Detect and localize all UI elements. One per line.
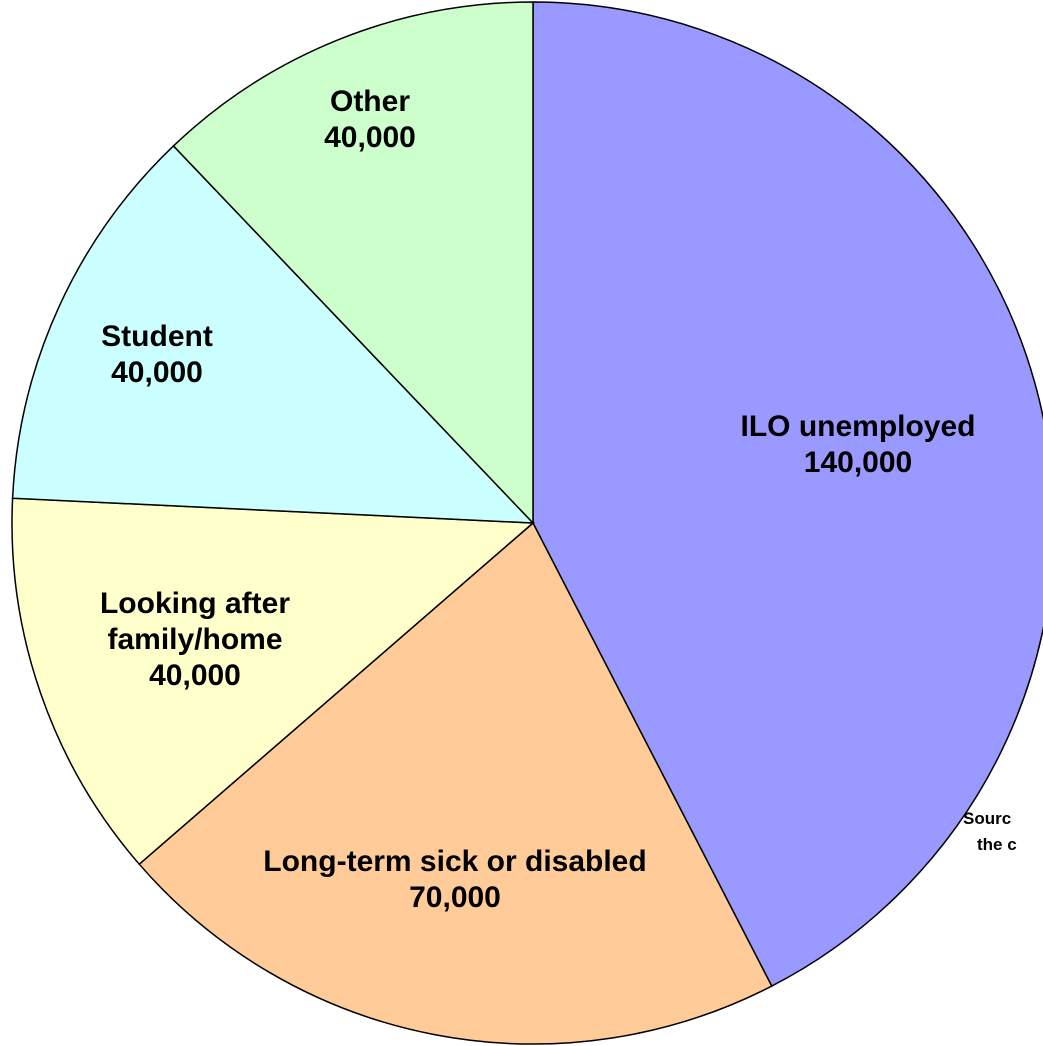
source-note-1: Sourc xyxy=(963,809,1012,828)
slice-label: ILO unemployed 140,000 xyxy=(668,409,1043,481)
category-label: ILO unemployed xyxy=(740,410,976,443)
slice-label: Other 40,000 xyxy=(245,84,495,156)
category-label: Long-term sick or disabled xyxy=(263,845,647,878)
slice-label: Looking after family/home 40,000 xyxy=(50,586,340,694)
value-label: 40,000 xyxy=(149,659,241,692)
pie-slice xyxy=(11,497,535,866)
pie-slice xyxy=(138,521,773,1045)
category-label: Other xyxy=(329,85,410,118)
source-note-2: the c xyxy=(977,835,1017,854)
pie-slice xyxy=(532,1,1043,988)
value-label: 40,000 xyxy=(111,356,203,389)
category-label: Looking after family/home xyxy=(99,587,290,656)
value-label: 40,000 xyxy=(324,121,416,154)
pie-slice xyxy=(172,1,534,525)
slice-label: Long-term sick or disabled 70,000 xyxy=(255,844,655,916)
slice-label: Student 40,000 xyxy=(32,319,282,391)
category-label: Student xyxy=(101,320,213,353)
pie-slice xyxy=(11,144,535,524)
value-label: 140,000 xyxy=(803,446,913,479)
value-label: 70,000 xyxy=(409,881,501,914)
